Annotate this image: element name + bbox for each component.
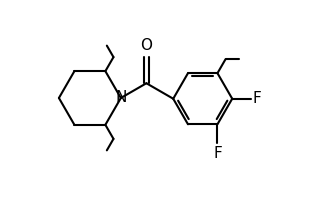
Text: F: F <box>213 146 222 161</box>
Text: N: N <box>115 90 127 106</box>
Text: O: O <box>140 38 152 53</box>
Text: F: F <box>253 91 262 106</box>
